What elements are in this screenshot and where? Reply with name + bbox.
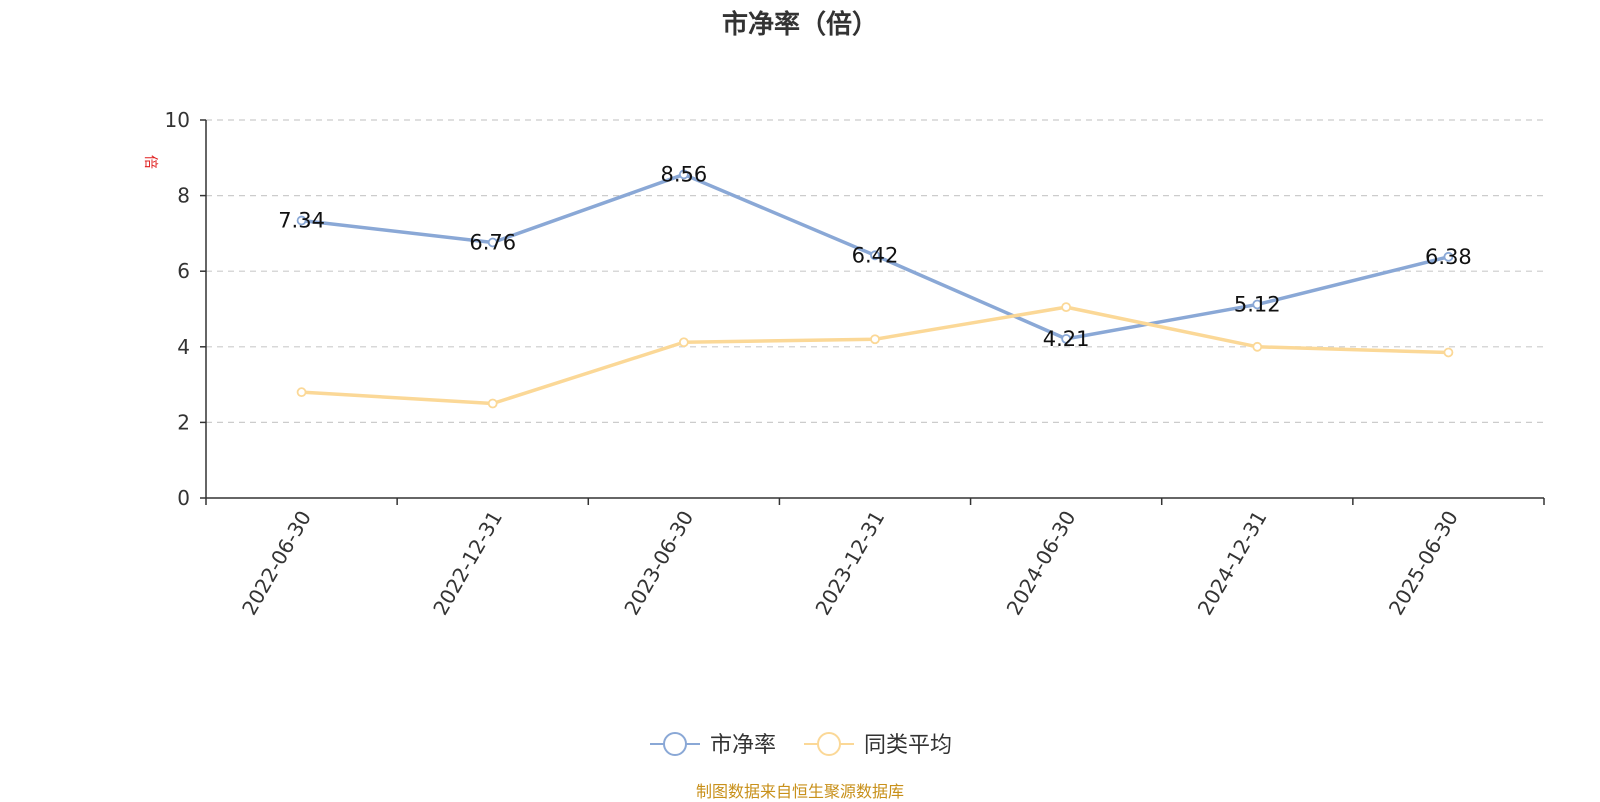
y-tick-label-0: 0 <box>177 486 190 510</box>
x-tick-label-2023-12-31: 2023-12-31 <box>810 507 889 620</box>
series-line-2 <box>301 305 1449 406</box>
legend-label: 同类平均 <box>864 733 952 758</box>
chart-title: 市净率（倍） <box>721 10 878 40</box>
data-label-4: 4.21 <box>1043 327 1090 351</box>
y-tick-label-6: 6 <box>177 259 190 283</box>
legend-item-2[interactable]: 同类平均 <box>804 732 952 758</box>
series-2 <box>296 302 1454 409</box>
series-1 <box>296 169 1454 344</box>
x-tick-label-2024-12-31: 2024-12-31 <box>1193 507 1272 620</box>
y-tick-label-10: 10 <box>165 108 190 132</box>
data-point-2-3[interactable] <box>870 334 880 345</box>
legend-marker-icon <box>817 732 841 756</box>
data-point-1-5[interactable] <box>1252 299 1263 310</box>
x-tick-label-2022-12-31: 2022-12-31 <box>428 507 507 620</box>
data-point-2-2[interactable] <box>678 337 689 348</box>
data-point-1-2[interactable] <box>678 169 689 180</box>
data-label-0: 7.34 <box>278 209 325 233</box>
data-point-2-6[interactable] <box>1443 347 1454 358</box>
x-tick-label-2024-06-30: 2024-06-30 <box>1002 507 1081 620</box>
data-point-2-4[interactable] <box>1061 302 1072 313</box>
x-tick-label-2023-06-30: 2023-06-30 <box>619 507 698 620</box>
legend[interactable]: 市净率 同类平均 <box>650 732 952 758</box>
data-label-1: 6.76 <box>469 230 516 254</box>
y-tick-label-8: 8 <box>177 184 190 208</box>
y-axis-unit-label: 倍 <box>142 155 158 169</box>
legend-item-1[interactable]: 市净率 <box>650 732 776 758</box>
data-label-2: 8.56 <box>660 162 707 186</box>
x-tick-label-2022-06-30: 2022-06-30 <box>237 507 316 620</box>
series <box>296 169 1454 409</box>
data-label-5: 5.12 <box>1234 292 1281 316</box>
data-label-6: 6.38 <box>1425 245 1472 269</box>
y-tick-label-4: 4 <box>177 335 190 359</box>
axes: 0 2 4 6 8 10 倍 2022-06-30 2022-12-31 2023-06-30 20… <box>142 108 1545 620</box>
x-tick-label-2025-06-30: 2025-06-30 <box>1384 507 1463 620</box>
data-labels: 7.34 6.76 8.56 6.42 4.21 5.12 6.38 <box>278 162 1472 350</box>
data-point-1-4[interactable] <box>1061 333 1072 344</box>
grid-lines <box>206 119 1544 423</box>
data-point-1-0[interactable] <box>296 215 307 226</box>
data-point-1-1[interactable] <box>487 237 498 248</box>
data-point-1-6[interactable] <box>1443 251 1454 262</box>
data-label-3: 6.42 <box>852 243 899 267</box>
source-note: 制图数据来自恒生聚源数据库 <box>695 782 904 801</box>
data-point-1-3[interactable] <box>870 250 880 261</box>
legend-marker-icon <box>663 732 687 756</box>
data-point-2-5[interactable] <box>1252 341 1263 352</box>
legend-label: 市净率 <box>710 733 776 758</box>
y-tick-label-2: 2 <box>177 410 190 434</box>
data-point-2-0[interactable] <box>296 387 307 398</box>
data-point-2-1[interactable] <box>487 398 498 409</box>
